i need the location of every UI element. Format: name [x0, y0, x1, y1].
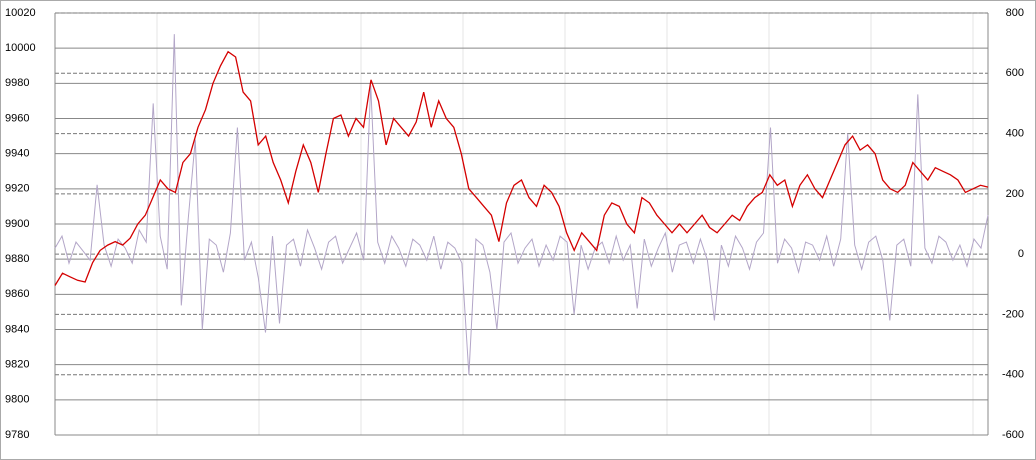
y-tick-label: 10020: [5, 7, 36, 19]
y2-tick-label: -200: [1002, 308, 1024, 320]
y2-tick-label: 0: [1018, 248, 1024, 260]
series-line: [54, 34, 989, 375]
y-tick-label: 10000: [5, 42, 36, 54]
y-tick-label: 9820: [5, 359, 29, 371]
y-tick-label: 9800: [5, 394, 29, 406]
y-tick-label: 9940: [5, 148, 29, 160]
y-tick-label: 9980: [5, 77, 29, 89]
y-tick-label: 9960: [5, 112, 29, 124]
y-tick-label: 9860: [5, 288, 29, 300]
y2-tick-label: 800: [1006, 7, 1024, 19]
series-line: [54, 50, 989, 286]
y2-tick-label: -600: [1002, 429, 1024, 441]
y2-tick-label: -400: [1002, 369, 1024, 381]
y-tick-label: 9780: [5, 429, 29, 441]
y-tick-label: 9920: [5, 183, 29, 195]
y2-tick-label: 600: [1006, 67, 1024, 79]
y-tick-label: 9880: [5, 253, 29, 265]
y2-tick-label: 200: [1006, 188, 1024, 200]
y-tick-label: 9900: [5, 218, 29, 230]
y-tick-label: 9840: [5, 323, 29, 335]
y2-tick-label: 400: [1006, 127, 1024, 139]
